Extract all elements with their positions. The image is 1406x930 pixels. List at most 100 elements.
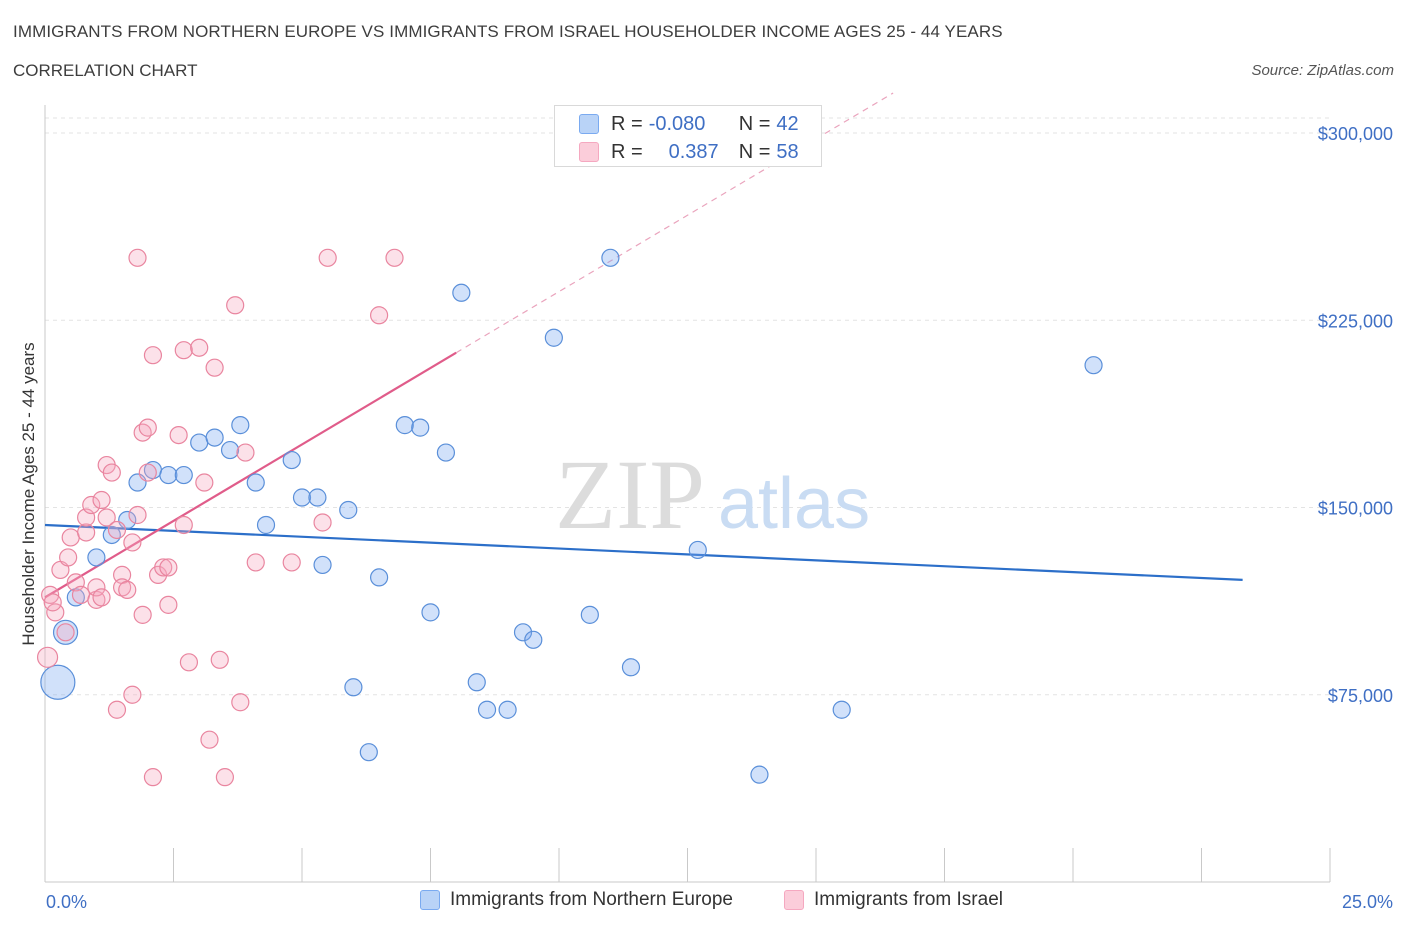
point-israel (102, 463, 121, 482)
point-israel (190, 338, 209, 357)
point-israel (138, 463, 157, 482)
chart-subtitle: CORRELATION CHART (13, 61, 198, 80)
trend-northern-europe (44, 523, 1243, 582)
watermark-atlas: atlas (718, 464, 870, 544)
stats-legend: R = -0.080 N = 42 R = 0.387 N = 58 (554, 105, 822, 167)
point-northern-europe (308, 488, 327, 507)
watermark: ZIP atlas (555, 439, 870, 550)
point-israel (370, 306, 389, 325)
point-northern-europe (750, 765, 769, 784)
point-israel (236, 443, 255, 462)
point-israel (210, 650, 229, 669)
point-israel (215, 768, 234, 787)
point-northern-europe (205, 428, 224, 447)
point-northern-europe (282, 450, 301, 470)
point-northern-europe (231, 416, 250, 435)
point-northern-europe (102, 525, 121, 545)
point-northern-europe (359, 743, 378, 762)
legend-label-northern-europe: Immigrants from Northern Europe (450, 889, 733, 910)
point-northern-europe (339, 500, 358, 520)
point-israel (123, 685, 142, 704)
y-tick-label: $225,000 (1318, 311, 1393, 331)
watermark-zip: ZIP (555, 439, 705, 550)
point-northern-europe (87, 548, 106, 567)
source-credit: Source: ZipAtlas.com (1251, 62, 1394, 79)
legend-swatch-northern-europe (420, 890, 440, 910)
point-israel (56, 623, 75, 642)
point-israel (246, 553, 265, 572)
point-israel (313, 513, 332, 532)
n-label: N = (738, 140, 771, 163)
point-israel (159, 595, 178, 614)
point-israel (128, 505, 147, 525)
point-israel (61, 528, 80, 547)
point-israel (43, 593, 62, 612)
point-northern-europe (513, 623, 533, 642)
point-israel (138, 418, 157, 437)
swatch-israel (579, 142, 599, 162)
x-tick-label: 0.0% (46, 892, 87, 912)
point-northern-europe (220, 440, 240, 460)
point-israel (200, 730, 219, 749)
point-northern-europe (580, 605, 599, 624)
point-israel (226, 296, 245, 315)
point-israel (107, 700, 127, 719)
point-northern-europe (832, 700, 851, 719)
point-northern-europe (159, 465, 178, 485)
point-israel (107, 520, 127, 540)
point-israel (143, 346, 163, 365)
point-israel (174, 515, 193, 535)
point-israel (59, 548, 78, 567)
point-northern-europe (256, 515, 276, 535)
point-northern-europe (190, 433, 209, 452)
point-northern-europe (467, 673, 486, 692)
point-northern-europe (246, 473, 265, 492)
point-israel (123, 533, 142, 552)
point-northern-europe (174, 465, 193, 485)
y-tick-label: $75,000 (1328, 686, 1393, 706)
point-northern-europe (313, 555, 332, 575)
point-israel (133, 605, 152, 624)
point-israel (87, 578, 106, 597)
point-israel (385, 248, 404, 267)
point-israel (159, 558, 178, 577)
r-value: 0.387 (668, 140, 719, 163)
point-israel (77, 523, 96, 542)
point-northern-europe (370, 568, 389, 587)
point-israel (97, 508, 116, 527)
stats-row-israel: R = 0.387 N = 58 (579, 140, 799, 164)
point-northern-europe (544, 328, 563, 347)
point-israel (231, 693, 250, 712)
x-tick-labels: 0.0% 25.0% (46, 892, 1393, 912)
n-value: 58 (776, 140, 799, 163)
legend-swatch-israel (784, 890, 804, 910)
point-northern-europe (477, 700, 497, 719)
point-israel (71, 585, 91, 604)
point-israel (318, 248, 337, 267)
point-northern-europe (344, 678, 363, 697)
point-northern-europe (452, 283, 471, 302)
point-israel (282, 553, 301, 572)
point-israel (133, 423, 152, 442)
point-israel (143, 768, 163, 787)
r-value: -0.080 (648, 112, 706, 135)
y-tick-label: $150,000 (1318, 499, 1393, 519)
point-israel (82, 495, 101, 515)
n-label: N = (738, 112, 771, 135)
point-israel (36, 646, 59, 668)
y-tick-label: $300,000 (1318, 124, 1393, 144)
point-israel (154, 558, 173, 577)
point-israel (92, 588, 111, 607)
point-israel (41, 585, 60, 604)
stats-row-northern-europe: R = -0.080 N = 42 (579, 112, 799, 136)
point-israel (205, 358, 224, 377)
legend-item-israel: Immigrants from Israel (784, 889, 1003, 911)
point-northern-europe (688, 540, 707, 560)
point-northern-europe (524, 630, 543, 649)
x-tick-marks (44, 848, 1331, 882)
point-israel (128, 248, 147, 267)
point-northern-europe (601, 248, 620, 267)
x-tick-label: 25.0% (1342, 892, 1393, 912)
point-israel (174, 341, 193, 360)
point-northern-europe (411, 418, 430, 437)
